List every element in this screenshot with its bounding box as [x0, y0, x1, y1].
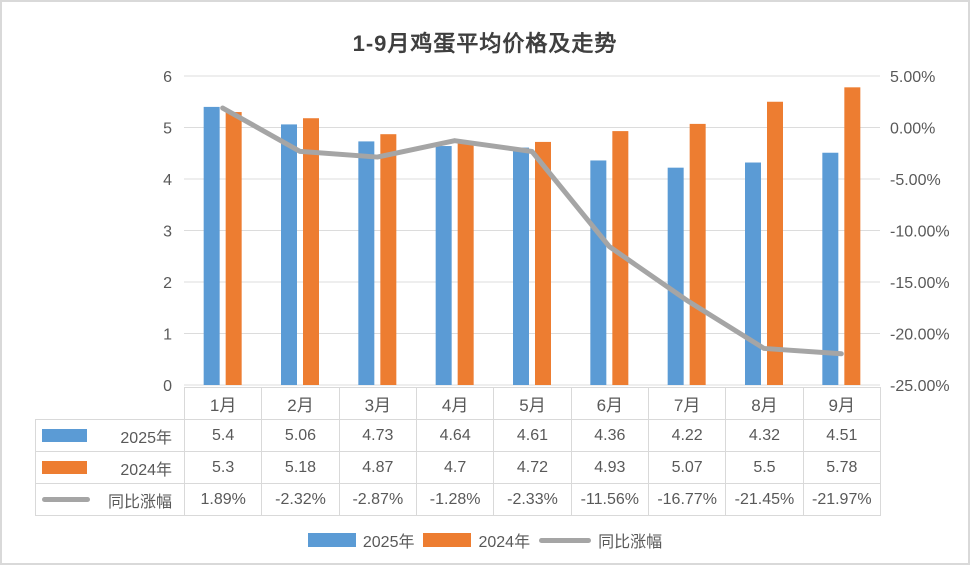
bar-2024年-4月 [457, 142, 474, 385]
legend-item-2025年: 2025年 [307, 528, 415, 552]
bar-2025年-2月 [281, 124, 297, 385]
bar-2024年-2月 [303, 118, 319, 385]
month-header-cell: 8月 [725, 387, 804, 420]
bar-2024年-5月 [535, 141, 551, 385]
table-value-cell: 5.4 [183, 419, 263, 452]
bar-2024年-1月 [225, 112, 242, 386]
table-value-cell: 4.7 [415, 451, 495, 484]
y-axis-tick-label: 5 [163, 121, 172, 138]
series-swatch-icon [42, 429, 87, 442]
legend-item-2024年: 2024年 [423, 528, 530, 552]
legend-line-swatch-icon [539, 537, 592, 543]
legend-swatch-icon [423, 533, 472, 547]
legend-item-同比涨幅: 同比涨幅 [539, 528, 662, 552]
table-value-cell: -16.77% [647, 483, 727, 516]
legend-swatch-icon [307, 533, 356, 547]
table-row-2025年: 2025年 5.4 5.06 4.73 4.64 4.61 4.36 4.22 4.32 4.51 [35, 419, 881, 452]
bar-2025年-8月 [745, 162, 761, 385]
y2-axis-tick-label: -10.00% [890, 224, 950, 241]
table-value-cell: 4.87 [338, 451, 417, 484]
bar-2025年-4月 [435, 146, 452, 385]
y-axis-tick-label: 1 [163, 327, 172, 344]
table-value-cell: 4.64 [415, 419, 495, 452]
legend-label: 2024年 [478, 534, 531, 551]
y2-axis-tick-label: -5.00% [890, 172, 941, 189]
y-axis-tick-label: 4 [163, 172, 172, 189]
month-header-cell: 3月 [338, 387, 417, 420]
month-header-cell: 6月 [570, 387, 649, 420]
table-value-cell: 4.93 [570, 451, 649, 484]
table-value-cell: 4.36 [570, 419, 649, 452]
bar-2025年-5月 [513, 147, 529, 385]
table-value-cell: -21.97% [802, 483, 881, 516]
month-header-cell: 4月 [415, 387, 495, 420]
bar-2025年-9月 [822, 152, 839, 385]
y2-axis-tick-label: -20.00% [890, 327, 950, 344]
plot-area: 6 5.00% 5 0.00% 4 -5.00% 3 -10.00% 2 -15.00% 1 -20.… [163, 69, 950, 394]
table-value-cell: 5.78 [802, 451, 881, 484]
table-value-cell: 4.32 [725, 419, 804, 452]
table-value-cell: 5.18 [261, 451, 340, 484]
bar-2024年-7月 [689, 123, 706, 386]
month-header-cell: 1月 [183, 387, 263, 420]
y2-axis-tick-label: -15.00% [890, 275, 950, 292]
table-value-cell: -21.45% [725, 483, 804, 516]
legend-key-cell: 2025年 [35, 419, 185, 452]
bar-2024年-6月 [612, 131, 629, 385]
y-axis-tick-label: 6 [163, 69, 172, 86]
month-header-cell: 5月 [493, 387, 572, 420]
bar-2025年-3月 [358, 141, 375, 385]
table-value-cell: 5.5 [725, 451, 804, 484]
table-row-同比涨幅: 同比涨幅 1.89% -2.32% -2.87% -1.28% -2.33% -11.56%… [35, 483, 881, 516]
bar-2025年-6月 [590, 160, 607, 385]
table-value-cell: 4.72 [493, 451, 572, 484]
table-value-cell: 4.22 [647, 419, 727, 452]
bar-2024年-3月 [380, 134, 397, 385]
legend-label: 同比涨幅 [598, 534, 663, 551]
table-value-cell: -2.87% [338, 483, 417, 516]
bar-2024年-8月 [767, 101, 783, 385]
y2-axis-tick-label: 5.00% [890, 69, 935, 86]
data-table: 1月 2月 3月 4月 5月 6月 7月 8月 9月 2025年 5.4 5.06 4.73 4.64 4.… [35, 387, 881, 516]
table-value-cell: 1.89% [183, 483, 263, 516]
month-header-cell: 9月 [802, 387, 881, 420]
table-value-cell: 4.61 [493, 419, 572, 452]
table-value-cell: -1.28% [415, 483, 495, 516]
series-swatch-icon [42, 461, 87, 474]
table-value-cell: -2.33% [493, 483, 572, 516]
table-corner-cell [36, 388, 185, 420]
bar-2024年-9月 [844, 87, 861, 385]
series-name-label: 2025年 [120, 429, 172, 447]
trend-line-同比涨幅 [220, 105, 844, 357]
series-line-swatch-icon [42, 497, 90, 502]
y2-axis-tick-label: 0.00% [890, 121, 935, 138]
table-value-cell: 4.73 [338, 419, 417, 452]
table-value-cell: 4.51 [802, 419, 881, 452]
table-value-cell: -11.56% [570, 483, 649, 516]
month-header-cell: 2月 [261, 387, 340, 420]
bar-2025年-7月 [667, 167, 684, 385]
series-name-label: 同比涨幅 [107, 493, 172, 511]
series-name-label: 2024年 [120, 461, 172, 479]
table-header-row: 1月 2月 3月 4月 5月 6月 7月 8月 9月 [36, 387, 881, 420]
table-value-cell: 5.07 [647, 451, 727, 484]
chart-title: 1-9月鸡蛋平均价格及走势 [352, 31, 618, 56]
table-row-2024年: 2024年 5.3 5.18 4.87 4.7 4.72 4.93 5.07 5.5 5.78 [35, 451, 881, 484]
y-axis-tick-label: 2 [163, 275, 172, 292]
y-axis-tick-label: 0 [163, 378, 172, 394]
legend-label: 2025年 [362, 534, 415, 551]
legend-key-cell: 同比涨幅 [35, 483, 185, 516]
y-axis-tick-label: 3 [163, 224, 172, 241]
table-value-cell: -2.32% [261, 483, 340, 516]
y2-axis-tick-label: -25.00% [890, 378, 950, 394]
table-value-cell: 5.3 [183, 451, 263, 484]
chart-legend: 2025年 2024年 同比涨幅 [2, 526, 968, 554]
month-header-cell: 7月 [647, 387, 727, 420]
bar-2025年-1月 [203, 106, 220, 386]
legend-key-cell: 2024年 [35, 451, 185, 484]
table-value-cell: 5.06 [261, 419, 340, 452]
